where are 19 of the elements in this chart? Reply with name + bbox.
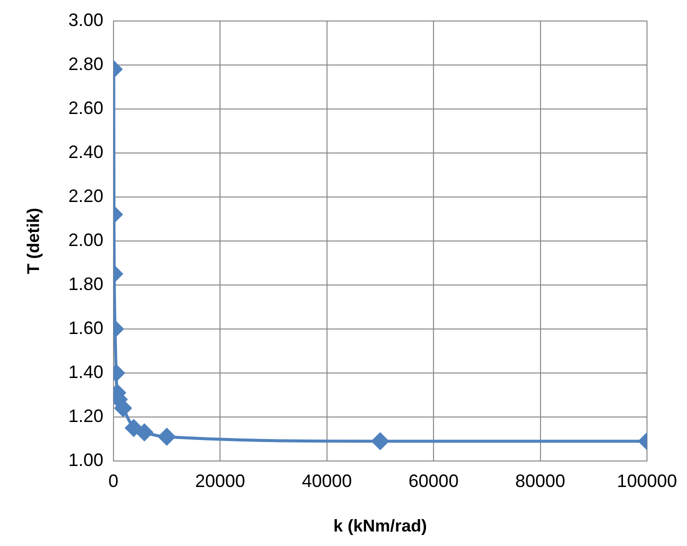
y-tick-label: 2.60: [68, 98, 104, 118]
x-tick-label: 60000: [408, 470, 459, 491]
x-tick-label: 100000: [616, 470, 678, 491]
y-tick-label: 2.20: [68, 186, 104, 206]
y-tick-label: 3.00: [68, 10, 104, 30]
y-axis-title: T (detik): [24, 208, 43, 274]
x-tick-label: 20000: [195, 470, 246, 491]
y-tick-label: 1.80: [68, 274, 104, 294]
y-tick-label: 1.00: [68, 450, 104, 470]
y-tick-label: 1.60: [68, 318, 104, 338]
y-tick-label: 1.20: [68, 406, 104, 426]
y-tick-label: 2.40: [68, 142, 104, 162]
y-tick-label: 1.40: [68, 362, 104, 382]
x-axis-title: k (kNm/rad): [333, 516, 427, 536]
y-tick-label: 2.00: [68, 230, 104, 250]
y-tick-label: 2.80: [68, 54, 104, 74]
x-tick-label: 40000: [302, 470, 352, 491]
x-tick-label: 80000: [515, 470, 566, 491]
x-tick-label: 0: [108, 470, 118, 491]
